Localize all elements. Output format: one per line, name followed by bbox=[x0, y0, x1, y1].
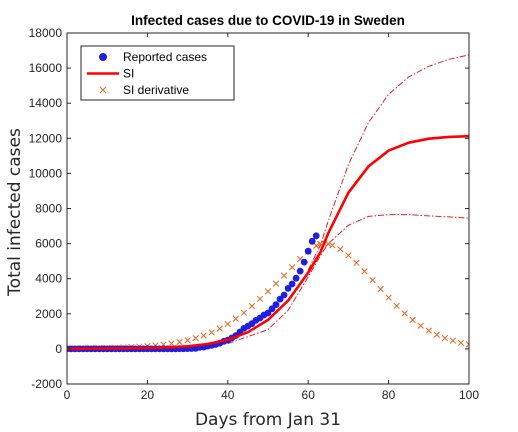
derivative-point bbox=[208, 329, 215, 336]
y-tick-label: -2000 bbox=[31, 377, 62, 391]
derivative-point bbox=[361, 268, 368, 275]
y-tick-label: 4000 bbox=[35, 272, 62, 286]
derivative-point bbox=[385, 294, 392, 301]
derivative-point bbox=[288, 264, 296, 271]
derivative-point bbox=[433, 331, 440, 338]
legend-symbol-dot bbox=[99, 53, 107, 61]
derivative-point bbox=[264, 288, 272, 295]
derivative-point bbox=[353, 259, 360, 267]
x-axis-label: Days from Jan 31 bbox=[195, 410, 341, 430]
reported-point bbox=[292, 274, 300, 282]
plot-area bbox=[67, 54, 469, 353]
derivative-point bbox=[272, 280, 280, 287]
derivative-point bbox=[240, 309, 248, 316]
derivative-point bbox=[465, 341, 469, 348]
derivative-point bbox=[325, 240, 332, 248]
derivative-point bbox=[224, 320, 231, 328]
reported-point bbox=[272, 301, 280, 308]
derivative-point bbox=[176, 338, 183, 346]
y-tick-label: 18000 bbox=[29, 26, 63, 40]
derivative-point bbox=[393, 302, 400, 310]
y-tick-label: 12000 bbox=[29, 131, 63, 145]
derivative-point bbox=[184, 337, 191, 344]
derivative-point bbox=[192, 335, 199, 342]
derivative-point bbox=[401, 310, 408, 317]
y-tick-label: 10000 bbox=[29, 166, 63, 180]
y-axis-label: Total infected cases bbox=[5, 128, 25, 297]
derivative-point bbox=[329, 242, 336, 249]
reported-point bbox=[280, 291, 288, 299]
derivative-point bbox=[345, 252, 352, 259]
y-tick-label: 6000 bbox=[35, 237, 62, 251]
plot-series bbox=[67, 54, 469, 353]
legend-label: Reported cases bbox=[123, 50, 207, 64]
derivative-point bbox=[449, 337, 457, 344]
y-tick-label: 16000 bbox=[29, 61, 63, 75]
series-band-3 bbox=[67, 214, 469, 350]
y-tick-label: 8000 bbox=[35, 202, 62, 216]
derivative-point bbox=[248, 302, 256, 310]
y-tick-label: 14000 bbox=[29, 96, 63, 110]
derivative-point bbox=[168, 340, 175, 347]
legend-label: SI bbox=[123, 67, 134, 81]
derivative-point bbox=[425, 327, 432, 334]
derivative-point bbox=[337, 246, 344, 253]
derivative-point bbox=[256, 295, 264, 303]
derivative-point bbox=[369, 276, 376, 284]
legend: Reported cases SI SI derivative bbox=[80, 45, 235, 101]
reported-point bbox=[308, 237, 316, 245]
chart-title: Infected cases due to COVID-19 in Sweden bbox=[131, 13, 405, 28]
derivative-point bbox=[216, 325, 223, 332]
derivative-point bbox=[232, 315, 239, 322]
x-tick-label: 60 bbox=[302, 388, 316, 402]
reported-point bbox=[304, 247, 312, 255]
derivative-point bbox=[377, 285, 384, 293]
y-tick-label: 2000 bbox=[35, 307, 62, 321]
derivative-point bbox=[409, 316, 416, 324]
x-tick-label: 80 bbox=[382, 388, 396, 402]
legend-symbol-cross bbox=[99, 86, 107, 94]
x-tick-label: 40 bbox=[221, 388, 235, 402]
x-tick-label: 0 bbox=[64, 388, 71, 402]
x-tick-label: 100 bbox=[459, 388, 479, 402]
y-tick-label: 0 bbox=[55, 342, 62, 356]
reported-point bbox=[296, 267, 304, 275]
series-band-2 bbox=[307, 54, 469, 271]
reported-point bbox=[288, 280, 296, 288]
derivative-point bbox=[200, 332, 207, 339]
x-tick-label: 20 bbox=[141, 388, 155, 402]
derivative-point bbox=[457, 339, 465, 346]
derivative-point bbox=[280, 272, 288, 279]
reported-point bbox=[300, 258, 308, 266]
series-si-line bbox=[67, 134, 469, 351]
derivative-point bbox=[441, 334, 449, 342]
reported-point bbox=[312, 232, 320, 240]
derivative-point bbox=[417, 322, 424, 329]
legend-label: SI derivative bbox=[123, 83, 189, 97]
reported-point bbox=[284, 285, 292, 292]
axis-ticks: 0 20 40 60 80 100-200002000400060008000100001… bbox=[29, 26, 480, 402]
